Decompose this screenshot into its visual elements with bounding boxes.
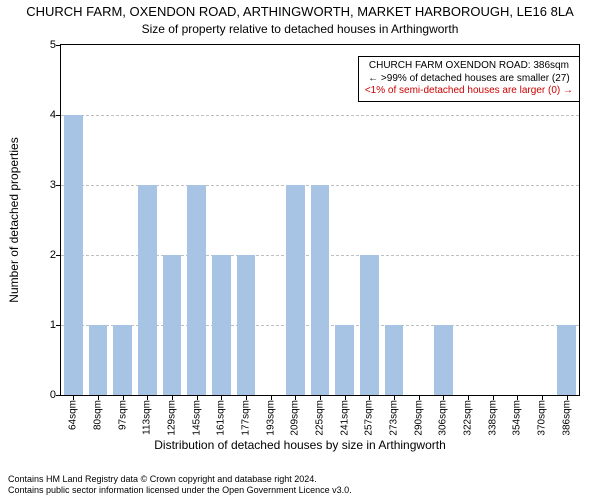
x-tick-label: 290sqm	[413, 400, 424, 436]
x-tick-label: 113sqm	[142, 400, 153, 435]
chart-container: CHURCH FARM, OXENDON ROAD, ARTHINGWORTH,…	[0, 0, 600, 500]
x-tick-label: 225sqm	[315, 400, 326, 436]
annotation-line2: ← >99% of detached houses are smaller (2…	[365, 73, 573, 86]
x-tick-label: 386sqm	[561, 400, 572, 436]
footer-line2: Contains public sector information licen…	[8, 485, 352, 496]
x-tick-label: 129sqm	[167, 400, 178, 436]
y-tick-label: 2	[36, 249, 56, 261]
x-tick-label: 193sqm	[265, 400, 276, 436]
x-tick-label: 354sqm	[512, 400, 523, 436]
y-tick-label: 4	[36, 109, 56, 121]
x-tick-label: 306sqm	[438, 400, 449, 436]
x-tick-label: 273sqm	[389, 400, 400, 436]
x-tick-label: 161sqm	[216, 400, 227, 436]
x-tick-label: 97sqm	[117, 400, 128, 430]
x-tick-label: 322sqm	[463, 400, 474, 436]
x-axis-label: Distribution of detached houses by size …	[0, 438, 600, 452]
bar	[335, 325, 354, 395]
bar	[187, 185, 206, 395]
y-tick-label: 5	[36, 39, 56, 51]
chart-title-line2: Size of property relative to detached ho…	[0, 22, 600, 36]
annotation-box: CHURCH FARM OXENDON ROAD: 386sqm ← >99% …	[358, 56, 580, 102]
x-tick-label: 257sqm	[364, 400, 375, 436]
y-tick-mark	[56, 325, 60, 326]
y-tick-mark	[56, 45, 60, 46]
y-tick-mark	[56, 185, 60, 186]
chart-title-line1: CHURCH FARM, OXENDON ROAD, ARTHINGWORTH,…	[0, 4, 600, 19]
bar	[163, 255, 182, 395]
x-tick-label: 177sqm	[241, 400, 252, 436]
y-tick-label: 0	[36, 389, 56, 401]
annotation-line3: <1% of semi-detached houses are larger (…	[365, 85, 573, 98]
bar	[138, 185, 157, 395]
footer-line1: Contains HM Land Registry data © Crown c…	[8, 474, 352, 485]
y-tick-mark	[56, 395, 60, 396]
bar	[385, 325, 404, 395]
x-tick-label: 80sqm	[93, 400, 104, 430]
bar	[557, 325, 576, 395]
bar	[89, 325, 108, 395]
x-tick-label: 338sqm	[487, 400, 498, 436]
bar	[360, 255, 379, 395]
x-tick-label: 241sqm	[339, 400, 350, 436]
x-tick-label: 145sqm	[191, 400, 202, 436]
y-tick-mark	[56, 115, 60, 116]
x-tick-label: 64sqm	[68, 400, 79, 430]
bar	[311, 185, 330, 395]
y-tick-label: 1	[36, 319, 56, 331]
annotation-line1: CHURCH FARM OXENDON ROAD: 386sqm	[365, 60, 573, 73]
y-tick-mark	[56, 255, 60, 256]
x-tick-label: 209sqm	[290, 400, 301, 436]
y-axis-label: Number of detached properties	[7, 137, 21, 302]
bar	[237, 255, 256, 395]
x-tick-label: 370sqm	[537, 400, 548, 436]
bar	[434, 325, 453, 395]
bar	[64, 115, 83, 395]
bar	[286, 185, 305, 395]
gridline	[61, 115, 579, 116]
bar	[113, 325, 132, 395]
y-tick-label: 3	[36, 179, 56, 191]
footer-attribution: Contains HM Land Registry data © Crown c…	[8, 474, 352, 497]
bar	[212, 255, 231, 395]
